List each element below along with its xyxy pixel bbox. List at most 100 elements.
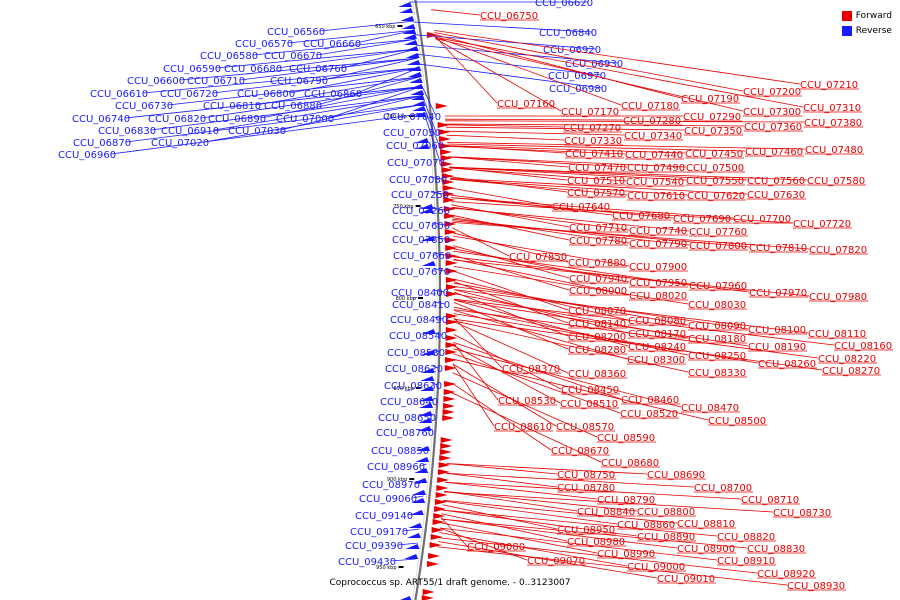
forward-gene-label: CCU_07630 (747, 190, 805, 201)
reverse-gene-glyph (419, 403, 434, 408)
forward-gene-label: CCU_07980 (809, 292, 867, 303)
forward-gene-label: CCU_07180 (621, 101, 679, 112)
forward-gene-connector (443, 499, 678, 524)
reverse-gene-label: CCU_06960 (58, 150, 116, 161)
reverse-gene-connector (239, 57, 419, 81)
reverse-gene-glyph (416, 446, 431, 451)
forward-gene-label: CCU_08810 (677, 519, 735, 530)
forward-gene-connector (446, 463, 648, 475)
forward-gene-connector (434, 35, 498, 104)
reverse-gene-glyph (420, 376, 435, 381)
legend-reverse: Reverse (841, 23, 892, 38)
reverse-gene-glyph (406, 60, 421, 65)
forward-gene-connector (447, 142, 806, 150)
forward-gene-glyph (442, 185, 455, 191)
reverse-gene-glyph (415, 457, 430, 462)
forward-gene-glyph (435, 492, 448, 498)
genome-axis-shadow (412, 0, 438, 600)
forward-gene-glyph (443, 197, 456, 203)
forward-gene-label: CCU_07580 (807, 176, 865, 187)
reverse-gene-glyph (411, 106, 426, 111)
reverse-gene-glyph (418, 418, 433, 423)
forward-gene-label: CCU_08220 (818, 354, 876, 365)
reverse-gene-glyph (419, 396, 434, 401)
forward-gene-connector (453, 289, 809, 334)
forward-gene-connector (440, 522, 598, 554)
reverse-gene-connector (407, 512, 422, 516)
forward-gene-glyph (422, 589, 435, 595)
forward-gene-glyph (445, 327, 458, 333)
reverse-gene-label: CCU_06790 (270, 76, 328, 87)
forward-gene-connector (438, 537, 758, 574)
forward-gene-label: CCU_07490 (627, 163, 685, 174)
reverse-gene-glyph (405, 53, 420, 58)
forward-gene-connector (430, 9, 481, 16)
forward-gene-glyph (426, 561, 439, 567)
forward-gene-label: CCU_07540 (626, 177, 684, 188)
forward-gene-label: CCU_07940 (569, 274, 627, 285)
forward-gene-connector (452, 372, 598, 438)
forward-gene-connector (448, 156, 687, 168)
reverse-gene-glyph (402, 34, 417, 39)
forward-gene-glyph (430, 534, 443, 540)
reverse-gene-connector (423, 447, 429, 451)
legend-forward-label: Forward (855, 10, 892, 21)
forward-gene-glyph (443, 396, 456, 402)
forward-gene-connector (453, 320, 689, 373)
forward-gene-label: CCU_08570 (556, 422, 614, 433)
forward-gene-label: CCU_07380 (804, 118, 862, 129)
forward-gene-label: CCU_08160 (834, 341, 892, 352)
forward-gene-connector (453, 309, 819, 359)
reverse-gene-label: CCU_06840 (539, 28, 597, 39)
reverse-gene-connector (433, 316, 444, 320)
forward-gene-label: CCU_08000 (569, 286, 627, 297)
reverse-gene-label: CCU_06890 (208, 114, 266, 125)
forward-gene-label: CCU_08830 (747, 544, 805, 555)
reverse-gene-connector (424, 114, 441, 163)
forward-gene-glyph (431, 527, 444, 533)
forward-gene-glyph (441, 173, 454, 179)
tick-mark (397, 25, 403, 27)
forward-gene-connector (453, 313, 759, 364)
forward-gene-connector (446, 134, 565, 141)
reverse-gene-connector (411, 495, 424, 499)
forward-gene-label: CCU_07740 (629, 226, 687, 237)
reverse-gene-connector (252, 38, 416, 56)
reverse-gene-connector (431, 382, 438, 386)
forward-gene-connector (447, 143, 746, 152)
forward-gene-connector (435, 38, 744, 112)
forward-gene-label: CCU_08670 (551, 446, 609, 457)
reverse-gene-label: CCU_07260 (392, 206, 450, 217)
reverse-gene-glyph (415, 138, 430, 143)
forward-gene-label: CCU_08820 (717, 532, 775, 543)
forward-gene-connector (438, 541, 658, 579)
reverse-gene-label: CCU_08490 (390, 315, 448, 326)
forward-gene-label: CCU_08990 (597, 549, 655, 560)
forward-gene-glyph (440, 155, 453, 161)
reverse-gene-connector (418, 63, 603, 89)
reverse-gene-label: CCU_08650 (378, 413, 436, 424)
reverse-gene-label: CCU_07660 (393, 251, 451, 262)
forward-gene-glyph (426, 32, 439, 38)
reverse-gene-connector (125, 104, 424, 143)
reverse-gene-glyph (400, 16, 415, 21)
forward-gene-glyph (439, 455, 452, 461)
reverse-gene-label: CCU_06600 (127, 76, 185, 87)
forward-gene-connector (445, 126, 685, 131)
forward-gene-label: CCU_07450 (685, 149, 743, 160)
reverse-gene-label: CCU_06910 (161, 126, 219, 137)
forward-gene-label: CCU_08470 (681, 403, 739, 414)
forward-gene-connector (448, 156, 569, 168)
reverse-gene-glyph (419, 386, 434, 391)
reverse-gene-connector (397, 542, 418, 546)
reverse-gene-connector (276, 48, 417, 69)
forward-gene-connector (442, 500, 618, 525)
forward-gene-connector (440, 517, 468, 547)
forward-gene-connector (440, 518, 678, 549)
reverse-gene-connector (289, 67, 420, 94)
reverse-gene-label: CCU_07030 (228, 126, 286, 137)
forward-gene-glyph (429, 542, 442, 548)
forward-gene-label: CCU_08790 (597, 495, 655, 506)
forward-gene-glyph (445, 237, 458, 243)
forward-gene-connector (452, 358, 709, 421)
